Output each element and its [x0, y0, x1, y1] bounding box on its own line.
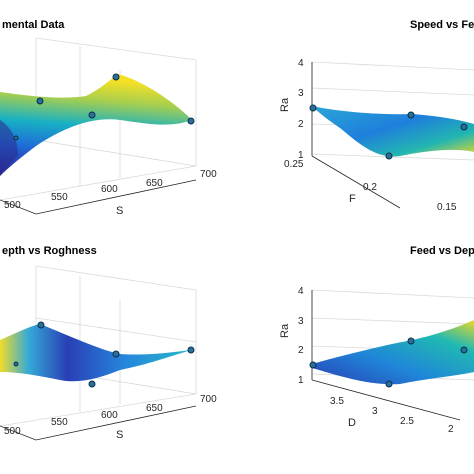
panel-1-points — [13, 73, 195, 141]
panel-1-x-tick-5: 700 — [200, 169, 217, 180]
panel-4-z-tick-2: 2 — [298, 345, 304, 356]
panel-2-z-tick-3: 3 — [298, 88, 304, 99]
panel-3-x-label: S — [116, 429, 123, 441]
panel-4: Feed vs Dep 1 2 3 4 Ra 3.5 3 2.5 2 D — [279, 245, 474, 435]
panel-3-x-tick-2: 550 — [51, 417, 68, 428]
panel-1-surface — [0, 74, 192, 176]
panel-3: epth vs Roghness 500 550 600 650 700 S — [0, 245, 217, 441]
panel-1-surface-shadow — [0, 120, 18, 172]
panel-1-x-tick-4: 650 — [146, 178, 163, 189]
panel-1-x-tick-2: 550 — [51, 192, 68, 203]
panel-2-x-tick-3: 0.15 — [437, 202, 457, 213]
panel-2-point-3 — [407, 111, 415, 119]
panel-4-point-1 — [309, 361, 317, 369]
panel-2-z-label: Ra — [279, 97, 291, 112]
panel-3-point-3 — [88, 380, 96, 388]
panel-3-title: epth vs Roghness — [2, 245, 97, 257]
panel-3-x-tick-5: 700 — [200, 394, 217, 405]
panel-4-z-tick-4: 4 — [298, 286, 304, 297]
panel-3-grid-lines — [0, 276, 197, 427]
panel-4-x-ticks: 3.5 3 2.5 2 — [330, 396, 454, 435]
panel-1-x-ticks: 500 550 600 650 700 — [4, 169, 217, 211]
panel-1-x-label: S — [116, 205, 123, 217]
panel-1-x-axis — [0, 179, 197, 215]
panel-3-point-2 — [112, 350, 120, 358]
panel-2-x-tick-2: 0.2 — [363, 182, 377, 193]
panel-2-point-2 — [385, 152, 393, 160]
panel-1: mental Data 500 550 600 650 700 S — [0, 19, 217, 217]
panel-4-surface — [312, 320, 474, 385]
panel-1-point-4 — [187, 117, 195, 125]
panel-4-point-2 — [385, 380, 393, 388]
panel-1-point-2 — [88, 111, 96, 119]
panel-4-z-label: Ra — [279, 323, 291, 338]
panel-1-title: mental Data — [2, 19, 65, 31]
panel-2-surface — [312, 106, 474, 157]
panel-4-z-ticks: 1 2 3 4 — [298, 286, 304, 386]
panel-4-x-tick-1: 3.5 — [330, 396, 344, 407]
panel-4-x-tick-3: 2.5 — [400, 416, 414, 427]
panel-1-x-tick-3: 600 — [101, 184, 118, 195]
panel-2-z-tick-1: 1 — [298, 150, 304, 161]
panel-4-points — [309, 337, 468, 388]
panel-1-point-5 — [13, 135, 19, 141]
panel-2-x-tick-1: 0.25 — [284, 159, 304, 170]
panel-3-point-1 — [37, 321, 45, 329]
panel-3-point-4 — [187, 346, 195, 354]
panel-2-points — [309, 104, 468, 160]
panel-2: Speed vs Fe 1 2 3 4 Ra 0.25 0.2 0.15 F — [279, 19, 474, 213]
panel-2-z-ticks: 1 2 3 4 — [298, 58, 304, 161]
panel-1-x-tick-1: 500 — [4, 200, 21, 211]
panel-3-x-axis — [0, 405, 197, 441]
panel-3-x-tick-3: 600 — [101, 410, 118, 421]
panel-2-z-tick-4: 4 — [298, 58, 304, 69]
panel-3-points — [13, 321, 195, 388]
panel-3-x-tick-1: 500 — [4, 426, 21, 437]
panel-4-z-tick-1: 1 — [298, 375, 304, 386]
panel-3-x-ticks: 500 550 600 650 700 — [4, 394, 217, 437]
panel-2-z-tick-2: 2 — [298, 119, 304, 130]
panel-4-x-tick-4: 2 — [448, 424, 454, 435]
panel-1-point-3 — [112, 73, 120, 81]
panel-4-title: Feed vs Dep — [410, 245, 474, 257]
panel-4-x-tick-2: 3 — [372, 406, 378, 417]
panel-3-x-tick-4: 650 — [146, 403, 163, 414]
panel-4-z-tick-3: 3 — [298, 316, 304, 327]
panel-2-point-1 — [309, 104, 317, 112]
panel-2-point-4 — [460, 123, 468, 131]
panel-4-x-label: D — [348, 417, 356, 429]
panel-3-surface — [0, 324, 192, 382]
panel-3-point-5 — [13, 361, 19, 367]
panel-4-point-3 — [407, 337, 415, 345]
panel-1-point-1 — [36, 97, 44, 105]
panel-2-x-ticks: 0.25 0.2 0.15 — [284, 159, 457, 213]
panel-2-x-label: F — [349, 193, 356, 205]
panel-2-title: Speed vs Fe — [410, 19, 474, 31]
panel-4-point-4 — [460, 346, 468, 354]
